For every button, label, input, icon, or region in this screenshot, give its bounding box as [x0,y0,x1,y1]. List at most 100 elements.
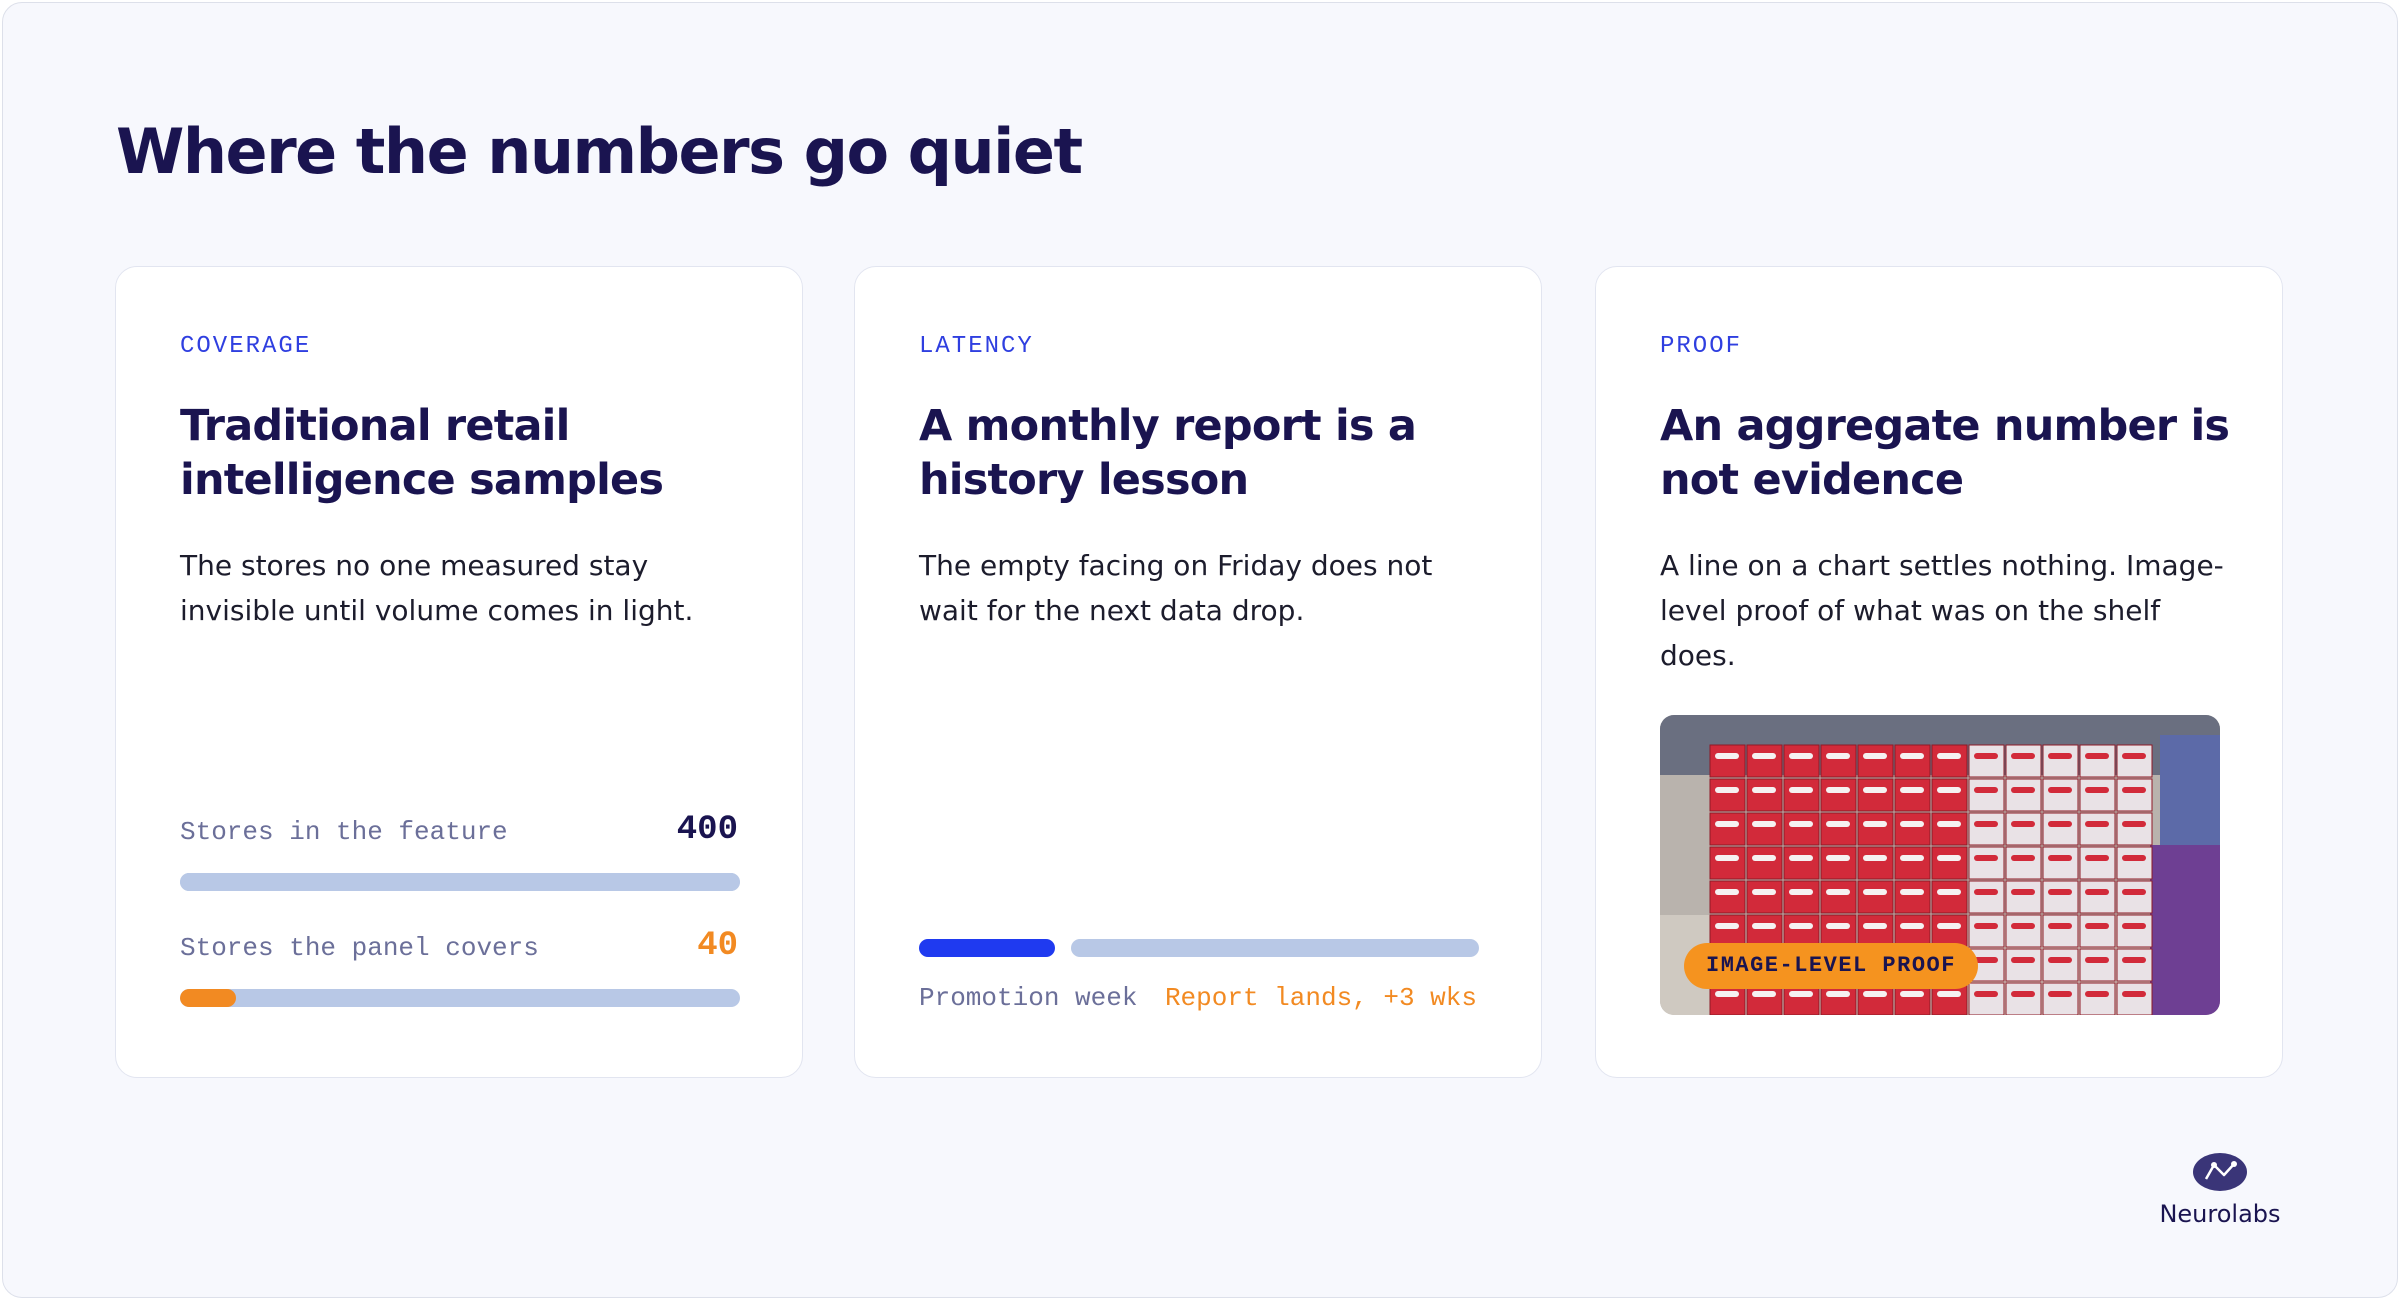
box-logo [1752,991,1776,997]
shelf-box [1746,744,1783,778]
shelf-box [1894,846,1931,880]
card-heading: A monthly report is a history lesson [919,399,1417,507]
metric-track [180,873,740,891]
shelf-box [2042,812,2079,846]
heading-line: Traditional retail [180,401,570,451]
box-logo [1715,821,1739,827]
card-label: PROOF [1660,333,1743,360]
shelf-box [1931,744,1968,778]
heading-line: An aggregate number is [1660,401,2230,451]
proof-badge: IMAGE-LEVEL PROOF [1684,943,1978,989]
heading-line: A monthly report is a [919,401,1417,451]
card-heading: Traditional retail intelligence samples [180,399,664,507]
body-line: The empty facing on Friday does not [919,549,1433,582]
box-logo [1937,889,1961,895]
metric-bar [180,873,740,891]
box-logo [2048,923,2072,929]
box-logo [2085,855,2109,861]
shelf-box [2005,846,2042,880]
shelf-box [1783,914,1820,948]
body-line: does. [1660,639,1736,672]
shelf-box [2042,880,2079,914]
shelf-box [1746,846,1783,880]
shelf-box [2079,778,2116,812]
box-logo [1863,991,1887,997]
shelf-box [1968,778,2005,812]
box-logo [2011,923,2035,929]
box-logo [1715,991,1739,997]
logo-mark [2193,1153,2247,1191]
box-logo [1789,787,1813,793]
box-logo [2048,957,2072,963]
box-logo [2085,821,2109,827]
metric-value: 40 [697,927,738,965]
box-logo [1937,821,1961,827]
shelf-box [1894,778,1931,812]
box-logo [1974,957,1998,963]
shelf-box [1783,812,1820,846]
shelf-box [1783,846,1820,880]
box-logo [2122,821,2146,827]
box-logo [1826,991,1850,997]
body-line: The stores no one measured stay [180,549,649,582]
card-heading: An aggregate number is not evidence [1660,399,2230,507]
shelf-box [2079,880,2116,914]
box-logo [1715,787,1739,793]
shelf-box [1709,778,1746,812]
box-logo [1974,821,1998,827]
logo: Neurolabs [2158,1152,2282,1228]
box-logo [1789,889,1813,895]
box-logo [1715,923,1739,929]
shelf-box [2079,744,2116,778]
shelf-box [2005,914,2042,948]
shelf-box [2005,948,2042,982]
shelf-box [2005,982,2042,1015]
card: LATENCY A monthly report is a history less… [854,266,1542,1078]
side-display [2150,845,2220,1015]
shelf-box [1820,744,1857,778]
shelf-box [2042,948,2079,982]
shelf-box [1783,778,1820,812]
box-logo [2122,923,2146,929]
box-logo [1752,855,1776,861]
shelf-box [2116,880,2153,914]
box-logo [2048,855,2072,861]
shelf-photo: IMAGE-LEVEL PROOF [1660,715,2220,1015]
card: COVERAGE Traditional retail intelligence s… [115,266,803,1078]
box-logo [2085,923,2109,929]
box-logo [1789,753,1813,759]
box-logo [2122,855,2146,861]
box-logo [1715,855,1739,861]
shelf-box [2005,880,2042,914]
box-logo [1937,923,1961,929]
shelf-box [1894,812,1931,846]
shelf-box [2005,812,2042,846]
box-logo [2085,889,2109,895]
box-logo [2011,787,2035,793]
box-logo [1826,889,1850,895]
shelf-box [1931,880,1968,914]
body-line: invisible until volume comes in light. [180,594,694,627]
box-logo [1937,787,1961,793]
box-logo [2085,753,2109,759]
box-logo [1826,787,1850,793]
box-logo [1789,855,1813,861]
shelf-box [1968,880,2005,914]
box-logo [1900,889,1924,895]
box-logo [1974,787,1998,793]
shelf-box [1931,812,1968,846]
shelf-box [2116,846,2153,880]
shelf-box [1709,880,1746,914]
box-logo [1900,991,1924,997]
shelf-box [1783,880,1820,914]
box-logo [2048,889,2072,895]
brand-name: Neurolabs [2159,1200,2281,1228]
shelf-box [1968,846,2005,880]
shelf-box [1968,812,2005,846]
shelf-box [1857,880,1894,914]
box-logo [2011,889,2035,895]
box-logo [1937,991,1961,997]
box-logo [1789,923,1813,929]
box-logo [2122,991,2146,997]
